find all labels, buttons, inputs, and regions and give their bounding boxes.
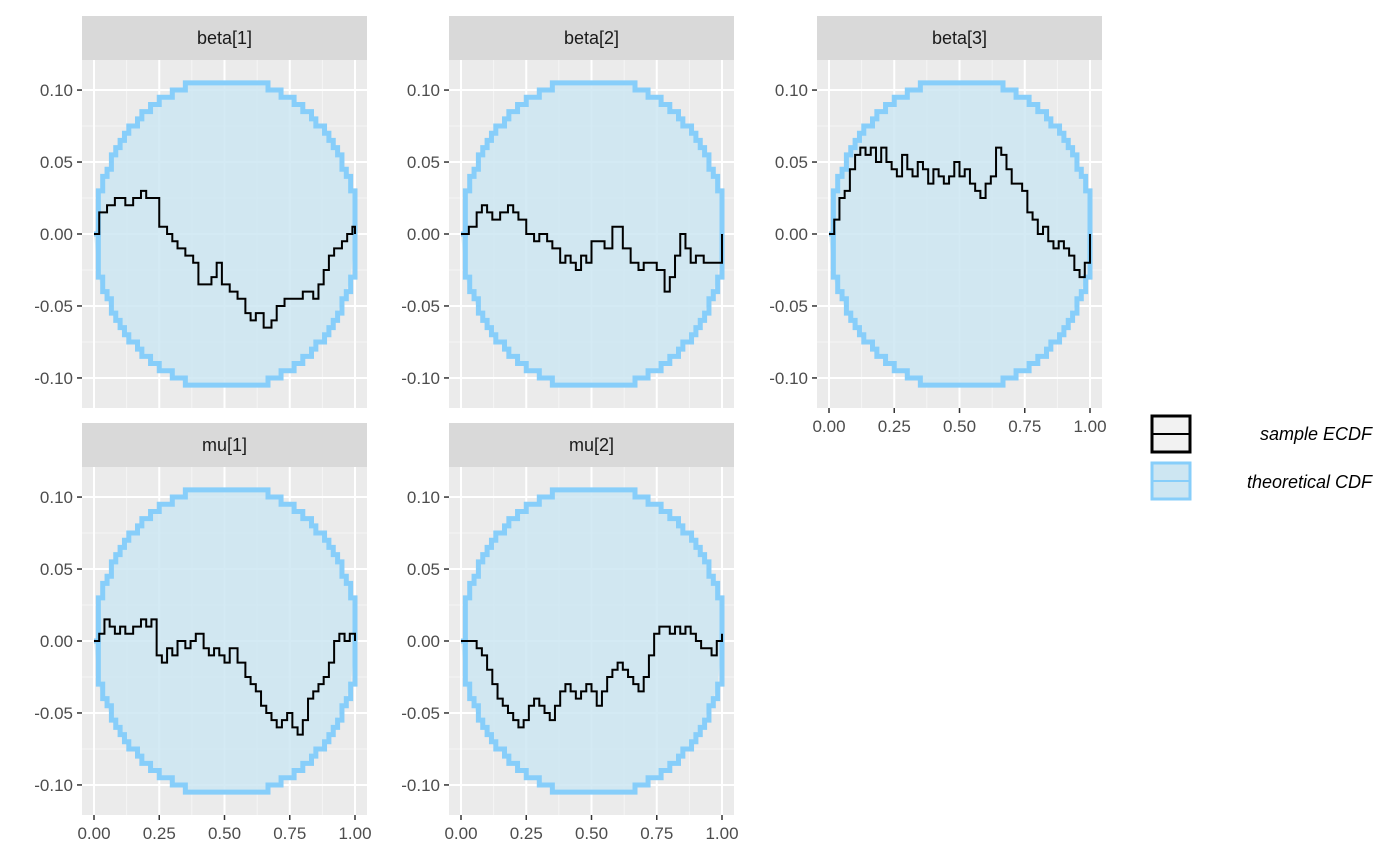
x-tick-label: 0.75 — [1008, 417, 1041, 436]
confidence-band-upper-beta1 — [94, 80, 358, 237]
legend-key-sample — [1150, 414, 1192, 454]
x-tick-label: 0.25 — [510, 824, 543, 843]
x-tick-label: 0.75 — [273, 824, 306, 843]
legend-label-sample: sample ECDF — [1260, 424, 1373, 444]
y-tick-label: -0.10 — [401, 369, 440, 388]
x-tick-label: 0.50 — [575, 824, 608, 843]
ecdf-line-mu1 — [94, 618, 356, 736]
confidence-band-lower-mu1 — [94, 638, 358, 795]
confidence-band-lower-beta3 — [829, 231, 1093, 388]
confidence-band-lower-beta2 — [461, 231, 725, 388]
y-tick-label: 0.10 — [775, 81, 808, 100]
x-tick-label: 0.00 — [77, 824, 110, 843]
x-tick-label: 0.00 — [444, 824, 477, 843]
x-tick-label: 0.25 — [143, 824, 176, 843]
y-tick-label: 0.10 — [40, 488, 73, 507]
panel-beta3: beta[3] -0.10 -0.05 0.00 0.05 0.10 0.00 0.25 0.5… — [769, 16, 1107, 436]
legend-key-theoretical — [1150, 461, 1192, 501]
y-axis-beta2: -0.10 -0.05 0.00 0.05 0.10 — [401, 81, 449, 388]
y-tick-label: -0.10 — [769, 369, 808, 388]
strip-beta2 — [449, 16, 734, 60]
y-tick-label: 0.05 — [40, 560, 73, 579]
y-tick-label: -0.05 — [401, 704, 440, 723]
y-tick-label: 0.00 — [775, 225, 808, 244]
panel-beta2: beta[2] -0.10 -0.05 0.00 0.05 0.10 — [401, 16, 734, 408]
ecdf-line-beta2 — [461, 204, 723, 293]
confidence-band-upper-mu1 — [94, 487, 358, 644]
ecdf-line-beta3 — [829, 146, 1091, 279]
y-tick-label: 0.10 — [40, 81, 73, 100]
panel-beta1: beta[1] -0.10 -0.05 0.00 0.05 0.10 — [34, 16, 367, 408]
panel-mu1: mu[1]-0.10-0.050.000.050.100.00 0.25 0.50 0… — [34, 423, 372, 843]
strip-label-beta3: beta[3] — [932, 28, 987, 48]
y-tick-label: 0.00 — [40, 632, 73, 651]
ecdf-line-mu2 — [461, 625, 723, 729]
confidence-band-upper-beta3 — [829, 80, 1093, 237]
y-tick-label: -0.10 — [34, 776, 73, 795]
strip-beta1 — [82, 16, 367, 60]
y-tick-label: 0.05 — [775, 153, 808, 172]
strip-label-beta1: beta[1] — [197, 28, 252, 48]
confidence-band-upper-mu2 — [461, 487, 725, 644]
x-tick-label: 0.50 — [208, 824, 241, 843]
y-axis-mu1: -0.10 -0.05 0.00 0.05 0.10 — [34, 488, 82, 795]
strip-mu2 — [449, 423, 734, 467]
y-tick-label: 0.10 — [407, 488, 440, 507]
confidence-band-fill-beta3 — [829, 82, 1090, 386]
legend: sample ECDF theoretical CDF — [1150, 414, 1373, 501]
x-tick-label: 1.00 — [338, 824, 371, 843]
x-tick-label: 0.25 — [878, 417, 911, 436]
y-tick-label: -0.10 — [401, 776, 440, 795]
strip-label-mu1: mu[1] — [202, 435, 247, 455]
ecdf-line-beta1 — [94, 189, 356, 329]
confidence-band-lower-mu2 — [461, 638, 725, 795]
y-tick-label: 0.00 — [407, 225, 440, 244]
panels-layer: beta[1] -0.10 -0.05 0.00 0.05 0.10 beta[2] -0.1… — [34, 16, 1107, 843]
strip-mu1 — [82, 423, 367, 467]
confidence-band-fill-mu2 — [461, 489, 722, 793]
y-tick-label: -0.05 — [34, 297, 73, 316]
y-tick-label: -0.10 — [34, 369, 73, 388]
panel-mu2: mu[2]-0.10-0.050.000.050.100.00 0.25 0.50 0… — [401, 423, 739, 843]
y-axis-beta3: -0.10 -0.05 0.00 0.05 0.10 — [769, 81, 817, 388]
strip-label-beta2: beta[2] — [564, 28, 619, 48]
x-tick-label: 0.00 — [812, 417, 845, 436]
legend-label-theoretical: theoretical CDF — [1247, 472, 1373, 492]
x-tick-label: 1.00 — [1073, 417, 1106, 436]
confidence-band-fill-beta1 — [94, 82, 355, 386]
strip-label-mu2: mu[2] — [569, 435, 614, 455]
y-tick-label: 0.05 — [407, 153, 440, 172]
confidence-band-fill-beta2 — [461, 82, 722, 386]
y-tick-label: 0.05 — [407, 560, 440, 579]
y-tick-label: 0.05 — [40, 153, 73, 172]
confidence-band-lower-beta1 — [94, 231, 358, 388]
y-tick-label: -0.05 — [401, 297, 440, 316]
x-tick-label: 0.50 — [943, 417, 976, 436]
y-tick-label: 0.00 — [407, 632, 440, 651]
y-tick-label: -0.05 — [34, 704, 73, 723]
y-tick-label: 0.00 — [40, 225, 73, 244]
y-tick-label: 0.10 — [407, 81, 440, 100]
y-tick-label: -0.05 — [769, 297, 808, 316]
y-axis-mu2: -0.10 -0.05 0.00 0.05 0.10 — [401, 488, 449, 795]
y-axis-beta1: -0.10 -0.05 0.00 0.05 0.10 — [34, 81, 82, 388]
x-tick-label: 0.75 — [640, 824, 673, 843]
confidence-band-fill-mu1 — [94, 489, 355, 793]
strip-beta3 — [817, 16, 1102, 60]
x-axis-mu2: 0.00 0.25 0.50 0.75 1.00 — [444, 815, 739, 843]
confidence-band-upper-beta2 — [461, 80, 725, 237]
x-tick-label: 1.00 — [705, 824, 738, 843]
x-axis-beta3: 0.00 0.25 0.50 0.75 1.00 — [812, 408, 1107, 436]
x-axis-mu1: 0.00 0.25 0.50 0.75 1.00 — [77, 815, 372, 843]
